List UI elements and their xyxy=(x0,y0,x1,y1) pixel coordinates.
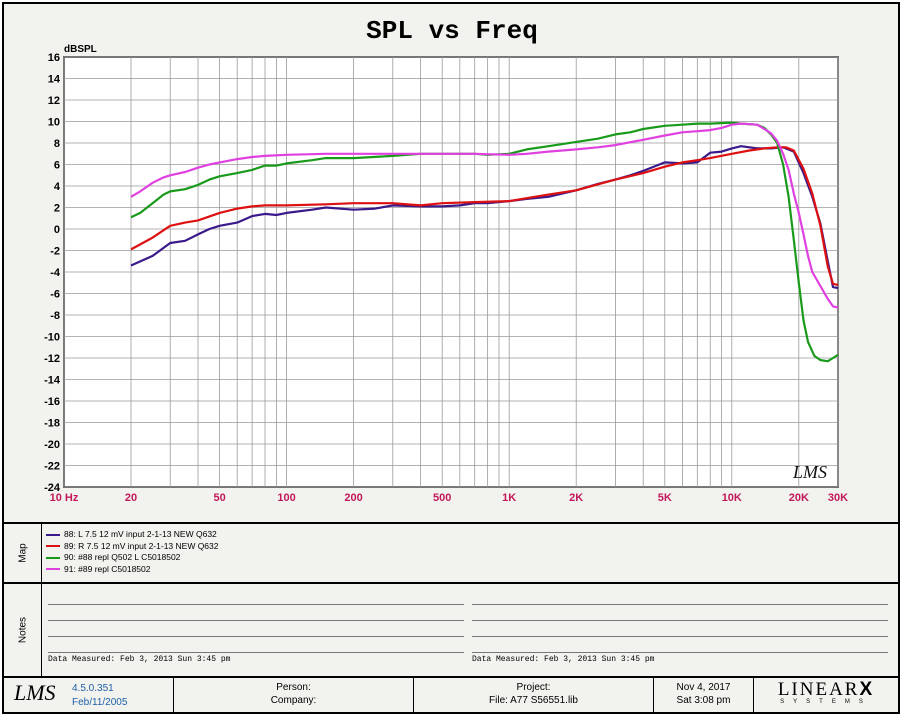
legend-swatch xyxy=(46,568,60,571)
lms-watermark: LMS xyxy=(792,462,827,482)
x-tick-label: 10 Hz xyxy=(50,492,79,504)
map-legend-item: 88: L 7.5 12 mV input 2-1-13 NEW Q632 xyxy=(46,529,217,540)
y-tick-label: 6 xyxy=(54,160,60,172)
spl-chart: SPL vs Freq dBSPL 1614121086420-2-4-6-8-… xyxy=(44,16,849,504)
brand-cell: LINEARX SYSTEMS xyxy=(754,676,898,712)
y-tick-label: -20 xyxy=(44,439,60,451)
y-tick-label: -14 xyxy=(44,375,61,387)
x-tick-label: 1K xyxy=(502,492,516,504)
map-panel: Map xyxy=(4,522,898,582)
y-tick-label: 16 xyxy=(48,52,60,64)
x-tick-label: 20 xyxy=(125,492,137,504)
note-line xyxy=(472,636,888,637)
y-tick-label: -4 xyxy=(50,267,61,279)
legend-label: 90: #88 repl Q502 L C5018502 xyxy=(64,552,181,562)
y-tick-label: -18 xyxy=(44,418,60,430)
y-tick-label: 0 xyxy=(54,224,60,236)
brand-linear: LINEAR xyxy=(777,679,860,700)
notes-panel: Notes xyxy=(4,582,898,676)
chart-title: SPL vs Freq xyxy=(366,16,538,46)
legend-label: 91: #89 repl C5018502 xyxy=(64,563,151,574)
x-tick-label: 500 xyxy=(433,492,451,504)
y-tick-label: -22 xyxy=(44,461,60,473)
x-tick-label: 100 xyxy=(277,492,295,504)
x-tick-labels: 10 Hz 20 50 100 200 500 1K 2K 5K 10K 20K 30K xyxy=(50,492,849,504)
x-tick-label: 200 xyxy=(344,492,362,504)
series-lines xyxy=(130,121,839,363)
brand-x: X xyxy=(859,679,875,700)
y-tick-label: 2 xyxy=(54,203,60,215)
y-tick-label: -24 xyxy=(44,482,61,494)
note-line xyxy=(472,604,888,605)
y-tick-label: 14 xyxy=(48,74,61,86)
y-tick-label: 12 xyxy=(48,95,60,107)
x-tick-label: 30K xyxy=(828,492,848,504)
y-tick-label: 10 xyxy=(48,117,60,129)
brand-sub: SYSTEMS xyxy=(780,699,872,705)
version-date: Feb/11/2005 xyxy=(72,697,128,708)
footer-logo-cell: LMS 4.5.0.351 Feb/11/2005 xyxy=(4,676,174,712)
map-legend-item: 89: R 7.5 12 mV input 2-1-13 NEW Q632 xyxy=(46,541,219,552)
legend-swatch xyxy=(46,545,60,548)
series-line-2 xyxy=(130,146,839,286)
legend-label: 89: R 7.5 12 mV input 2-1-13 NEW Q632 xyxy=(64,540,219,551)
y-tick-labels: 16 14 12 10 8 6 4 2 0 -2 -4 -6 -8 -10 -12 -14 -16 -18 -20 -… xyxy=(44,52,61,494)
y-tick-label: -6 xyxy=(50,289,60,301)
footer xyxy=(4,676,898,712)
lms-logo: LMS xyxy=(14,680,56,705)
date-cell: Nov 4, 2017 Sat 3:08 pm xyxy=(654,676,754,712)
file-label: File: A77 S56551.lib xyxy=(489,695,578,706)
note-line xyxy=(48,604,464,605)
note-line xyxy=(48,620,464,621)
data-measured-left: Data Measured: Feb 3, 2013 Sun 3:45 pm xyxy=(48,655,231,664)
map-legend-item: 90: #88 repl Q502 L C5018502 xyxy=(46,552,180,563)
note-line xyxy=(48,636,464,637)
person-cell: Person: Company: xyxy=(174,676,414,712)
note-line xyxy=(472,652,888,653)
series-line-4 xyxy=(130,122,839,309)
y-axis-label: dBSPL xyxy=(64,44,97,55)
y-tick-label: -8 xyxy=(50,310,60,322)
y-tick-label: -10 xyxy=(44,332,60,344)
company-label: Company: xyxy=(270,695,317,706)
y-tick-label: 8 xyxy=(54,138,60,150)
legend-swatch xyxy=(46,556,60,559)
grid xyxy=(63,56,839,488)
y-tick-label: 4 xyxy=(54,181,61,193)
y-tick-label: -2 xyxy=(50,246,60,258)
y-tick-label: -12 xyxy=(44,353,60,365)
project-cell: Project: File: A77 S56551.lib xyxy=(414,676,654,712)
x-tick-label: 50 xyxy=(213,492,225,504)
person-label: Person: xyxy=(276,682,311,693)
x-tick-label: 20K xyxy=(789,492,809,504)
x-tick-label: 2K xyxy=(569,492,583,504)
legend-swatch xyxy=(46,533,60,536)
series-line-3 xyxy=(130,121,839,363)
note-line xyxy=(48,652,464,653)
version: 4.5.0.351 xyxy=(72,683,114,694)
notes-side-label: Notes xyxy=(4,584,42,676)
note-line xyxy=(472,620,888,621)
y-tick-label: -16 xyxy=(44,396,60,408)
map-legend-item: 91: #89 repl C5018502 xyxy=(46,564,151,575)
legend-label: 88: L 7.5 12 mV input 2-1-13 NEW Q632 xyxy=(64,529,217,539)
time: Sat 3:08 pm xyxy=(676,695,731,706)
x-tick-label: 5K xyxy=(658,492,672,504)
date: Nov 4, 2017 xyxy=(676,682,731,693)
x-tick-label: 10K xyxy=(722,492,742,504)
data-measured-right: Data Measured: Feb 3, 2013 Sun 3:45 pm xyxy=(472,655,655,664)
map-side-label: Map xyxy=(4,524,42,582)
project-label: Project: xyxy=(516,682,551,693)
